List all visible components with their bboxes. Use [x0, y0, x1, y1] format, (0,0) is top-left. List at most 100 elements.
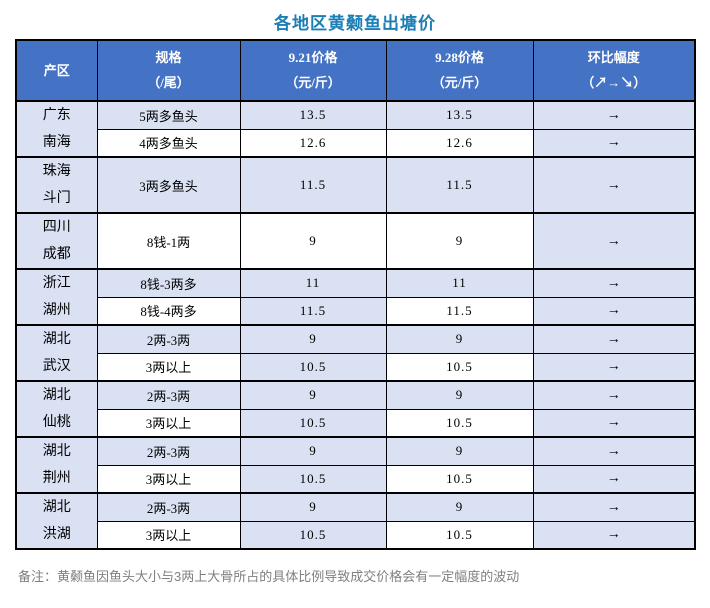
table-row: 3两以上 10.5 10.5 →	[16, 464, 696, 494]
spec-cell: 5两多鱼头	[96, 100, 241, 130]
table-row: 湖北 洪湖 2两-3两 9 9 →	[15, 492, 696, 550]
spec-cell: 2两-3两	[96, 324, 241, 354]
header-trend: 环比幅度 （↗→↘）	[532, 39, 696, 102]
region-cell: 珠海 斗门	[15, 156, 98, 214]
trend-cell: →	[532, 492, 696, 522]
right-arrow-icon: →	[606, 527, 621, 543]
trend-cell: →	[532, 128, 696, 158]
region-line: 湖州	[42, 303, 71, 318]
region-line: 广东	[42, 108, 71, 123]
right-arrow-icon: →	[606, 415, 621, 431]
right-arrow-icon: →	[606, 387, 621, 403]
price-table: 产区 规格 （/尾） 9.21价格 （元/斤） 9.28价格 （元/斤） 环比幅…	[15, 39, 696, 550]
price-928-cell: 9	[385, 380, 534, 410]
spec-cell: 4两多鱼头	[96, 128, 241, 158]
spec-cell: 2两-3两	[96, 436, 241, 466]
price-928-cell: 13.5	[385, 100, 534, 130]
region-cell: 四川 成都	[15, 212, 98, 270]
price-921-cell: 12.6	[239, 128, 387, 158]
price-928-cell: 11	[385, 268, 534, 298]
region-line: 仙桃	[42, 415, 71, 430]
price-921-cell: 13.5	[239, 100, 387, 130]
price-928-cell: 10.5	[385, 408, 534, 438]
price-928-cell: 12.6	[385, 128, 534, 158]
table-row: 浙江 湖州 8钱-3两多 11 11 →	[15, 268, 696, 326]
table-row: 湖北 武汉 2两-3两 9 9 →	[15, 324, 696, 382]
right-arrow-icon: →	[606, 135, 621, 151]
right-arrow-icon: →	[606, 233, 621, 249]
trend-cell: →	[532, 436, 696, 466]
trend-cell: →	[532, 324, 696, 354]
price-928-cell: 9	[385, 212, 534, 270]
spec-cell: 2两-3两	[96, 380, 241, 410]
region-line: 荆州	[42, 471, 71, 486]
price-921-cell: 10.5	[239, 408, 387, 438]
price-921-cell: 9	[239, 436, 387, 466]
right-arrow-icon: →	[606, 499, 621, 515]
spec-cell: 8钱-4两多	[96, 296, 241, 326]
right-arrow-icon: →	[606, 107, 621, 123]
header-spec-line1: 规格	[155, 50, 182, 65]
price-928-cell: 11.5	[385, 156, 534, 214]
header-row: 产区 规格 （/尾） 9.21价格 （元/斤） 9.28价格 （元/斤） 环比幅…	[15, 39, 696, 102]
header-spec: 规格 （/尾）	[96, 39, 241, 102]
header-price-921: 9.21价格 （元/斤）	[239, 39, 387, 102]
trend-cell: →	[532, 100, 696, 130]
trend-cell: →	[532, 408, 696, 438]
right-arrow-icon: →	[606, 177, 621, 193]
trend-cell: →	[532, 212, 696, 270]
trend-cell: →	[532, 380, 696, 410]
right-arrow-icon: →	[606, 443, 621, 459]
region-line: 湖北	[42, 388, 71, 403]
region-cell: 浙江 湖州	[15, 268, 98, 326]
footnote: 备注：黄颡鱼因鱼头大小与3两上大骨所占的具体比例导致成交价格会有一定幅度的波动	[18, 569, 520, 584]
region-cell: 湖北 武汉	[15, 324, 98, 382]
trend-cell: →	[532, 352, 696, 382]
price-928-cell: 10.5	[385, 464, 534, 494]
table-row: 3两以上 10.5 10.5 →	[16, 352, 696, 382]
price-928-cell: 10.5	[385, 520, 534, 550]
trend-cell: →	[532, 520, 696, 550]
price-921-cell: 9	[239, 380, 387, 410]
price-921-cell: 9	[239, 324, 387, 354]
right-arrow-icon: →	[606, 359, 621, 375]
region-line: 湖北	[42, 444, 71, 459]
header-price-928-line1: 9.28价格	[435, 50, 484, 65]
region-cell: 湖北 仙桃	[15, 380, 98, 438]
table-row: 广东 南海 5两多鱼头 13.5 13.5 →	[15, 100, 696, 158]
region-cell: 广东 南海	[15, 100, 98, 158]
page-title: 各地区黄颡鱼出塘价	[274, 14, 436, 33]
header-region: 产区	[15, 39, 98, 102]
header-price-928: 9.28价格 （元/斤）	[385, 39, 534, 102]
trend-cell: →	[532, 464, 696, 494]
price-921-cell: 11.5	[239, 156, 387, 214]
price-921-cell: 10.5	[239, 464, 387, 494]
region-line: 四川	[42, 220, 71, 235]
right-arrow-icon: →	[606, 275, 621, 291]
spec-cell: 2两-3两	[96, 492, 241, 522]
spec-cell: 3两以上	[96, 464, 241, 494]
price-921-cell: 9	[239, 212, 387, 270]
price-921-cell: 11.5	[239, 296, 387, 326]
table-row: 3两以上 10.5 10.5 →	[16, 408, 696, 438]
price-921-cell: 11	[239, 268, 387, 298]
price-928-cell: 9	[385, 492, 534, 522]
region-cell: 湖北 洪湖	[15, 492, 98, 550]
region-line: 斗门	[42, 191, 71, 206]
spec-cell: 3两以上	[96, 408, 241, 438]
trend-cell: →	[532, 268, 696, 298]
table-row: 3两以上 10.5 10.5 →	[16, 520, 696, 550]
table-row: 湖北 仙桃 2两-3两 9 9 →	[15, 380, 696, 438]
spec-cell: 3两以上	[96, 352, 241, 382]
spec-cell: 8钱-1两	[96, 212, 241, 270]
header-price-921-line2: （元/斤）	[285, 75, 341, 90]
region-cell: 湖北 荆州	[15, 436, 98, 494]
price-928-cell: 10.5	[385, 352, 534, 382]
page: 各地区黄颡鱼出塘价 产区 规格 （/尾） 9.21价格 （元/斤）	[15, 14, 696, 584]
trend-cell: →	[532, 156, 696, 214]
table-row: 8钱-4两多 11.5 11.5 →	[16, 296, 696, 326]
trend-cell: →	[532, 296, 696, 326]
region-line: 湖北	[42, 332, 71, 347]
spec-cell: 3两以上	[96, 520, 241, 550]
region-line: 洪湖	[42, 527, 71, 542]
